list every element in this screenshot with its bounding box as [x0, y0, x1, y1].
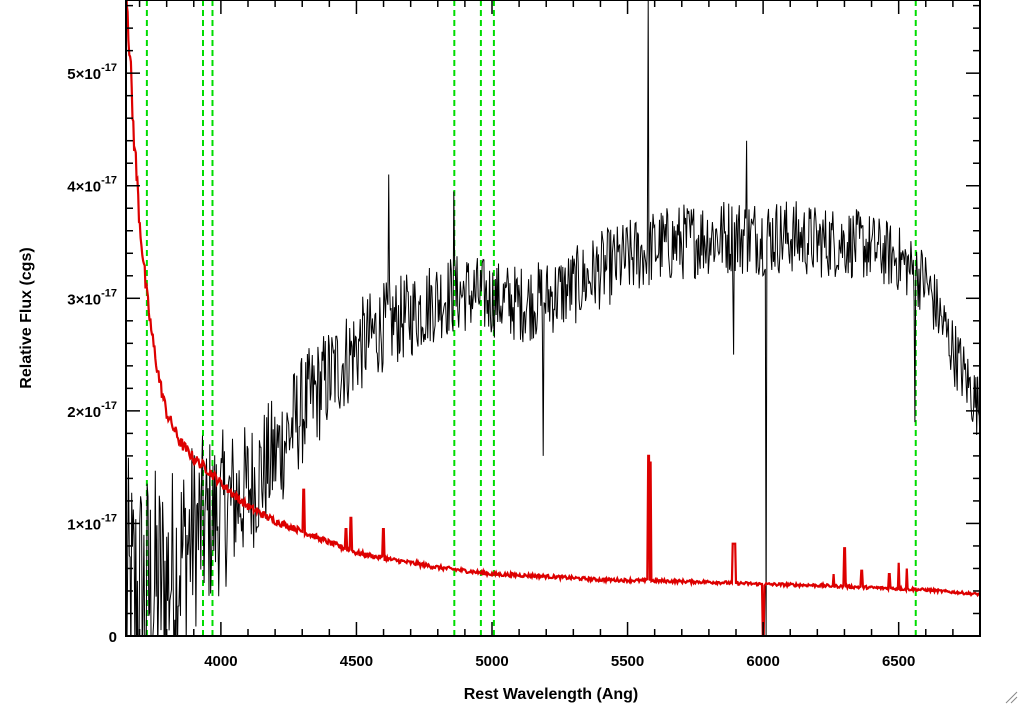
resize-grip-icon[interactable]	[1004, 690, 1018, 704]
y-tick-label: 3×10-17	[67, 287, 117, 308]
error-spectrum-line	[126, 0, 980, 636]
y-tick-label: 2×10-17	[67, 400, 117, 421]
x-tick-label: 4000	[204, 653, 237, 670]
plot-frame	[125, 0, 981, 637]
y-tick-label: 1×10-17	[67, 512, 117, 533]
axes	[125, 0, 981, 637]
y-tick-label: 4×10-17	[67, 175, 117, 196]
x-tick-label: 4500	[340, 653, 373, 670]
y-tick-label: 0	[109, 629, 117, 646]
y-tick-label: 5×10-17	[67, 62, 117, 83]
spectrum-line	[126, 0, 980, 636]
series-layer	[126, 0, 980, 636]
y-axis-title: Relative Flux (cgs)	[18, 247, 35, 388]
x-tick-label: 6000	[746, 653, 779, 670]
x-tick-label: 6500	[882, 653, 915, 670]
x-axis-title: Rest Wavelength (Ang)	[464, 686, 639, 703]
x-tick-label: 5000	[475, 653, 508, 670]
x-tick-label: 5500	[611, 653, 644, 670]
tick-labels: 4000 4500 5000 5500 6000 6500 0 1×10-17 2×10-17 3…	[67, 62, 915, 670]
